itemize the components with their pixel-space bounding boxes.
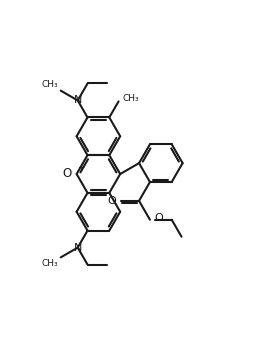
Text: +: + [77, 163, 84, 171]
Text: O: O [108, 196, 116, 206]
Text: CH₃: CH₃ [41, 259, 58, 268]
Text: N: N [74, 243, 82, 253]
Text: CH₃: CH₃ [41, 80, 58, 89]
Text: O: O [154, 213, 163, 223]
Text: CH₃: CH₃ [123, 94, 139, 103]
Text: N: N [74, 95, 82, 106]
Text: O: O [63, 166, 72, 180]
